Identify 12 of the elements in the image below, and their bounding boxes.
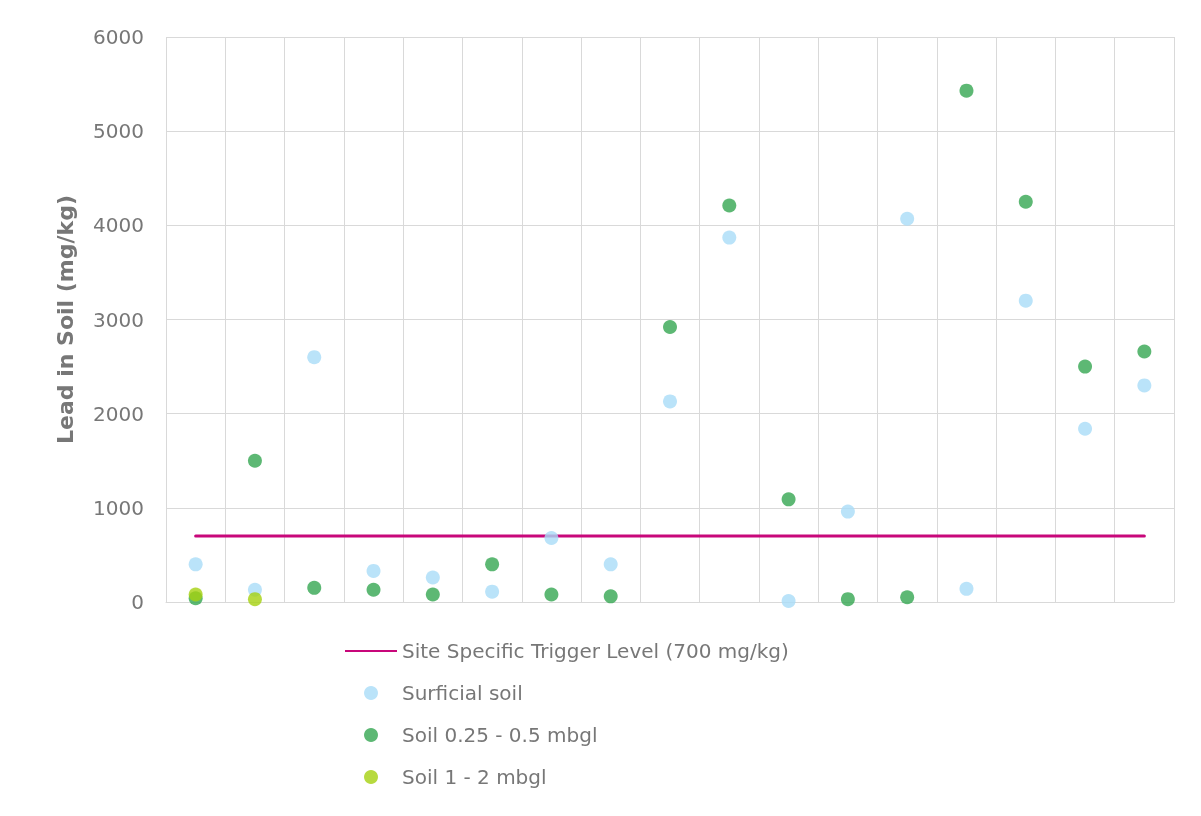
legend-label: Soil 1 - 2 mbgl	[402, 765, 547, 789]
legend-label: Soil 0.25 - 0.5 mbgl	[402, 723, 598, 747]
legend-label: Surficial soil	[402, 681, 523, 705]
y-tick-label: 6000	[93, 25, 144, 49]
y-tick-label: 5000	[93, 119, 144, 144]
legend-label: Site Specific Trigger Level (700 mg/kg)	[402, 639, 789, 663]
y-tick-label: 0	[131, 590, 144, 614]
y-axis-title: Lead in Soil (mg/kg)	[52, 195, 78, 444]
y-tick-label: 2000	[93, 401, 144, 426]
y-tick-label: 3000	[93, 307, 144, 332]
y-tick-label: 4000	[93, 213, 144, 238]
y-tick-label: 1000	[93, 495, 144, 520]
